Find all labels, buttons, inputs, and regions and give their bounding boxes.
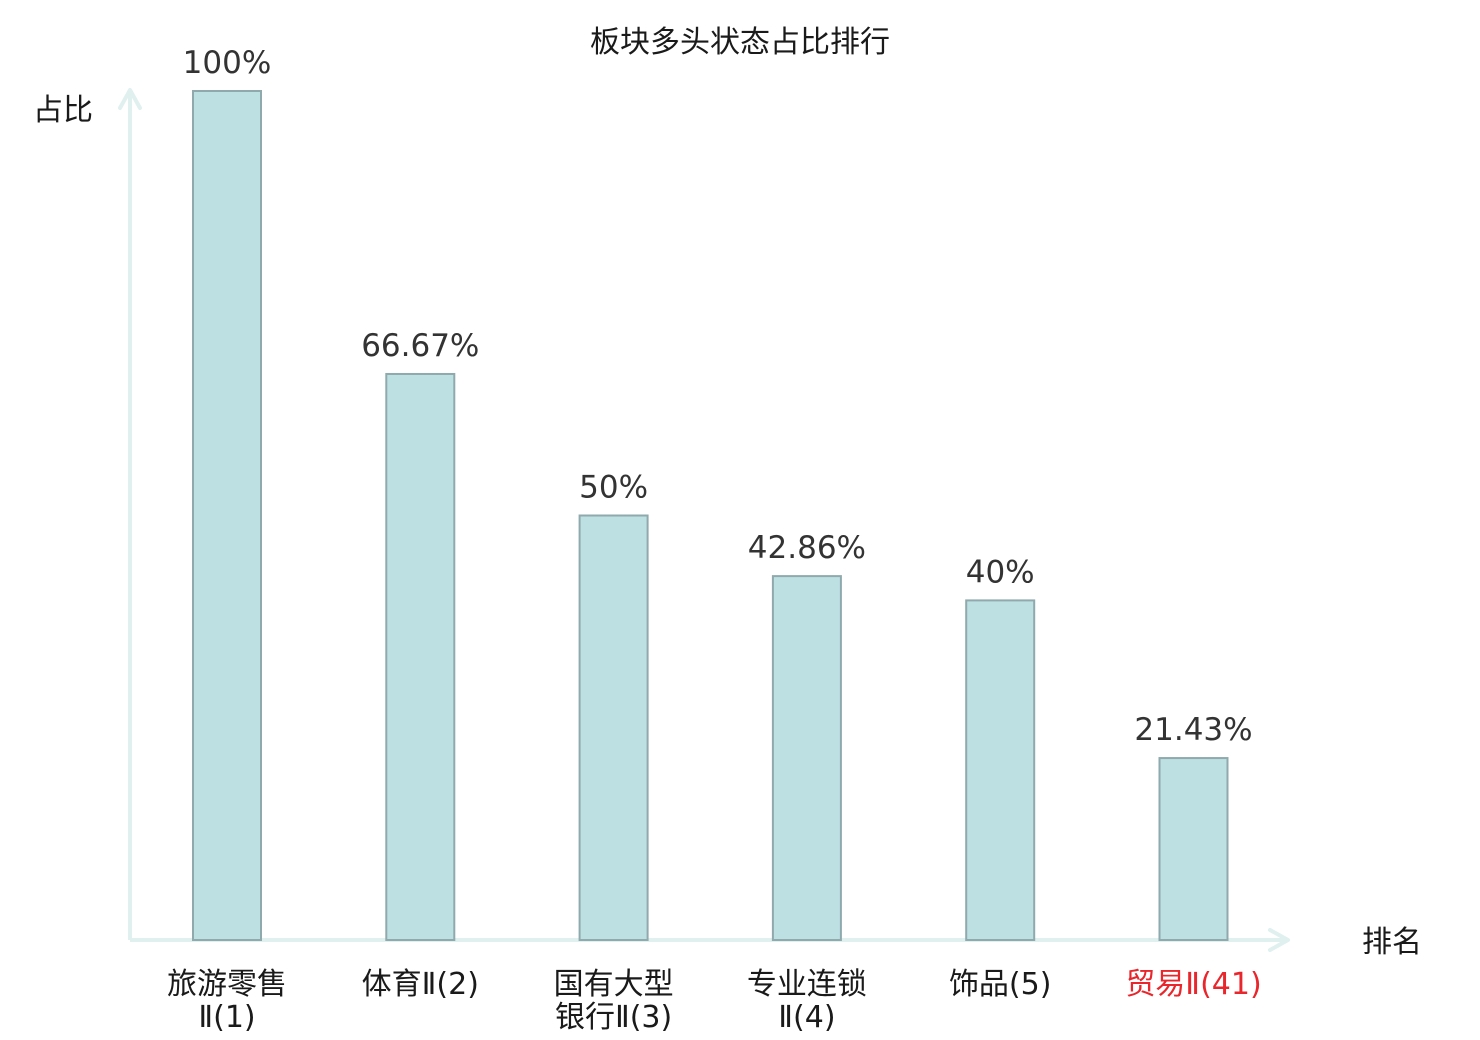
x-axis-arrow [1268, 928, 1290, 952]
value-labels-group: 100% 66.67% 50% 42.86% 40% 21.43% [183, 45, 1253, 748]
bar [1158, 757, 1229, 942]
bar [578, 514, 649, 941]
chart-title: 板块多头状态占比排行 [590, 25, 890, 60]
bar [385, 372, 456, 942]
category-label: 饰品(5) [949, 967, 1052, 1002]
value-label: 50% [579, 470, 648, 506]
category-label: 贸易Ⅱ(41) [1125, 967, 1261, 1002]
bars-group [192, 90, 1229, 942]
category-label: 银行Ⅱ(3) [555, 1000, 672, 1035]
value-label: 40% [966, 554, 1035, 590]
category-label: 国有大型 [554, 967, 674, 1002]
category-label: 专业连锁 [747, 967, 867, 1002]
category-label: 旅游零售 [167, 967, 287, 1002]
bar [965, 599, 1036, 942]
value-label: 100% [183, 45, 272, 81]
category-label: Ⅱ(4) [778, 1000, 835, 1035]
category-label: Ⅱ(1) [198, 1000, 255, 1035]
bar [771, 575, 842, 941]
y-axis-arrow [118, 88, 142, 110]
value-label: 21.43% [1134, 712, 1252, 748]
x-axis-label: 排名 [1362, 925, 1422, 960]
axes [118, 88, 1290, 952]
value-label: 42.86% [748, 530, 866, 566]
bar [192, 90, 262, 941]
value-label: 66.67% [361, 328, 479, 364]
y-axis-label: 占比 [33, 93, 93, 128]
category-label: 体育Ⅱ(2) [362, 967, 479, 1002]
